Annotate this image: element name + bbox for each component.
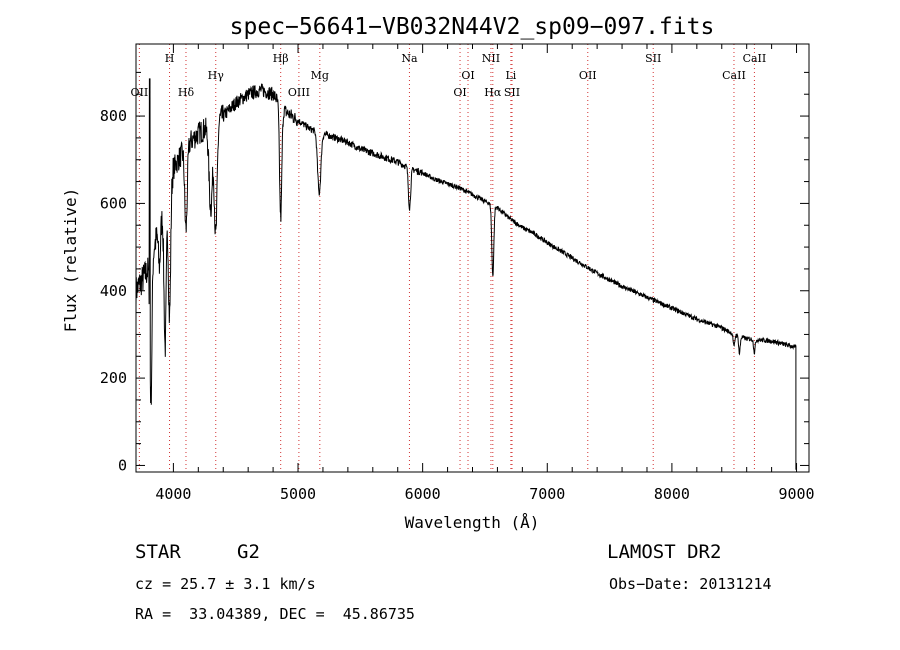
x-tick-label: 9000: [778, 485, 814, 503]
y-tick-label: 800: [100, 107, 127, 125]
line-marker-label: Li: [505, 69, 516, 82]
x-tick-label: 8000: [654, 485, 690, 503]
y-axis-label: Flux (relative): [61, 188, 80, 333]
line-marker-label: OII: [579, 69, 597, 82]
line-marker-label: OII: [131, 86, 149, 99]
line-marker-label: SII: [504, 86, 520, 99]
coordinates: RA = 33.04389, DEC = 45.86735: [135, 605, 415, 623]
line-marker-label: Mg: [311, 69, 329, 82]
line-marker-label: SII: [645, 52, 661, 65]
object-subclass: G2: [237, 541, 260, 563]
redshift-velocity: cz = 25.7 ± 3.1 km/s: [135, 575, 316, 593]
x-tick-label: 7000: [529, 485, 565, 503]
line-marker-label: OI: [461, 69, 474, 82]
line-marker-label: Hδ: [178, 86, 195, 99]
x-axis-label: Wavelength (Å): [405, 513, 540, 532]
y-tick-label: 0: [118, 456, 127, 474]
line-marker-label: OI: [453, 86, 466, 99]
observation-date: Obs−Date: 20131214: [609, 575, 772, 593]
line-marker-label: NII: [482, 52, 500, 65]
axis-ticks: 4000 5000 6000 7000 8000 9000 0 200 400 600 800: [100, 44, 815, 503]
line-marker-label: Hβ: [273, 52, 289, 65]
line-marker-label: H: [165, 52, 175, 65]
survey-name: LAMOST DR2: [607, 541, 722, 563]
plot-frame: [135, 43, 810, 473]
x-tick-label: 4000: [155, 485, 191, 503]
x-tick-label: 5000: [280, 485, 316, 503]
line-marker-label: CaII: [743, 52, 767, 65]
spectrum-series: [135, 78, 797, 470]
y-tick-label: 400: [100, 282, 127, 300]
line-marker-label: OIII: [288, 86, 310, 99]
line-marker-label: CaII: [722, 69, 746, 82]
y-tick-label: 600: [100, 194, 127, 212]
line-marker-label: Hγ: [208, 69, 225, 82]
spectrum-line: [135, 78, 797, 470]
y-tick-label: 200: [100, 369, 127, 387]
line-marker-label: Na: [401, 52, 418, 65]
object-class: STAR: [135, 541, 181, 563]
x-tick-label: 6000: [405, 485, 441, 503]
line-marker-label: Hα: [484, 86, 502, 99]
chart-title: spec−56641−VB032N44V2_sp09−097.fits: [230, 14, 715, 40]
